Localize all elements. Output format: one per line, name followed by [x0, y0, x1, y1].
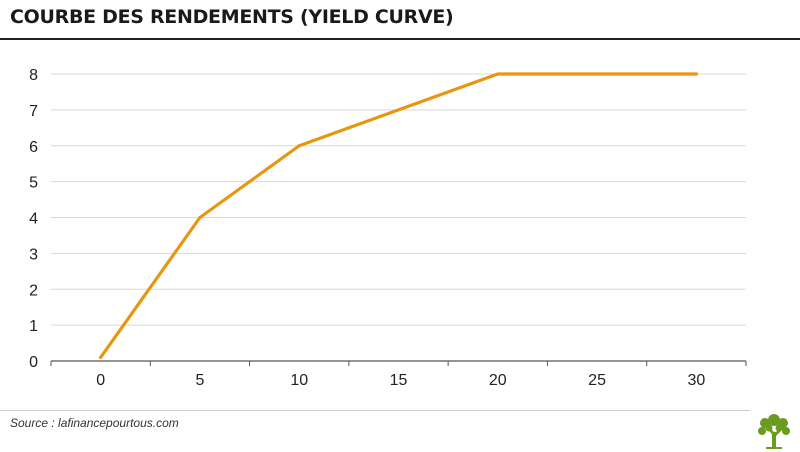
- data-point: [198, 215, 202, 220]
- data-point: [694, 72, 698, 76]
- y-tick-label: 1: [29, 318, 38, 335]
- y-tick-label: 0: [29, 354, 38, 371]
- y-tick-label: 2: [29, 282, 38, 299]
- x-tick-label: 20: [489, 372, 507, 389]
- x-tick-label: 15: [390, 372, 408, 389]
- series-line: [99, 72, 698, 360]
- x-tick-label: 5: [195, 372, 204, 389]
- title-divider: [0, 38, 800, 40]
- data-point: [496, 72, 500, 76]
- source-divider: [0, 410, 750, 411]
- y-tick-label: 5: [29, 175, 38, 192]
- y-tick-label: 7: [29, 103, 38, 120]
- x-tick-label: 10: [290, 372, 308, 389]
- chart-title: COURBE DES RENDEMENTS (YIELD CURVE): [10, 6, 454, 28]
- tree-icon: [758, 414, 790, 449]
- x-tick-label: 0: [96, 372, 105, 389]
- x-tick-label: 25: [588, 372, 606, 389]
- series-group: [99, 72, 698, 360]
- gridlines: [51, 73, 746, 326]
- y-tick-label: 6: [29, 139, 38, 156]
- data-point: [99, 355, 103, 360]
- y-tick-label: 4: [29, 211, 38, 228]
- x-tick-label: 30: [687, 372, 705, 389]
- yield-curve-chart: 0 5 10 15 20 25 30 0 1 2 3 4 5 6 7 8: [29, 67, 747, 389]
- x-axis: 0 5 10 15 20 25 30: [50, 360, 747, 389]
- data-point: [297, 144, 301, 148]
- source-credit: Source : lafinancepourtous.com: [10, 416, 179, 430]
- y-axis: 0 1 2 3 4 5 6 7 8: [29, 67, 38, 371]
- y-tick-label: 8: [29, 67, 38, 84]
- y-tick-label: 3: [29, 246, 38, 263]
